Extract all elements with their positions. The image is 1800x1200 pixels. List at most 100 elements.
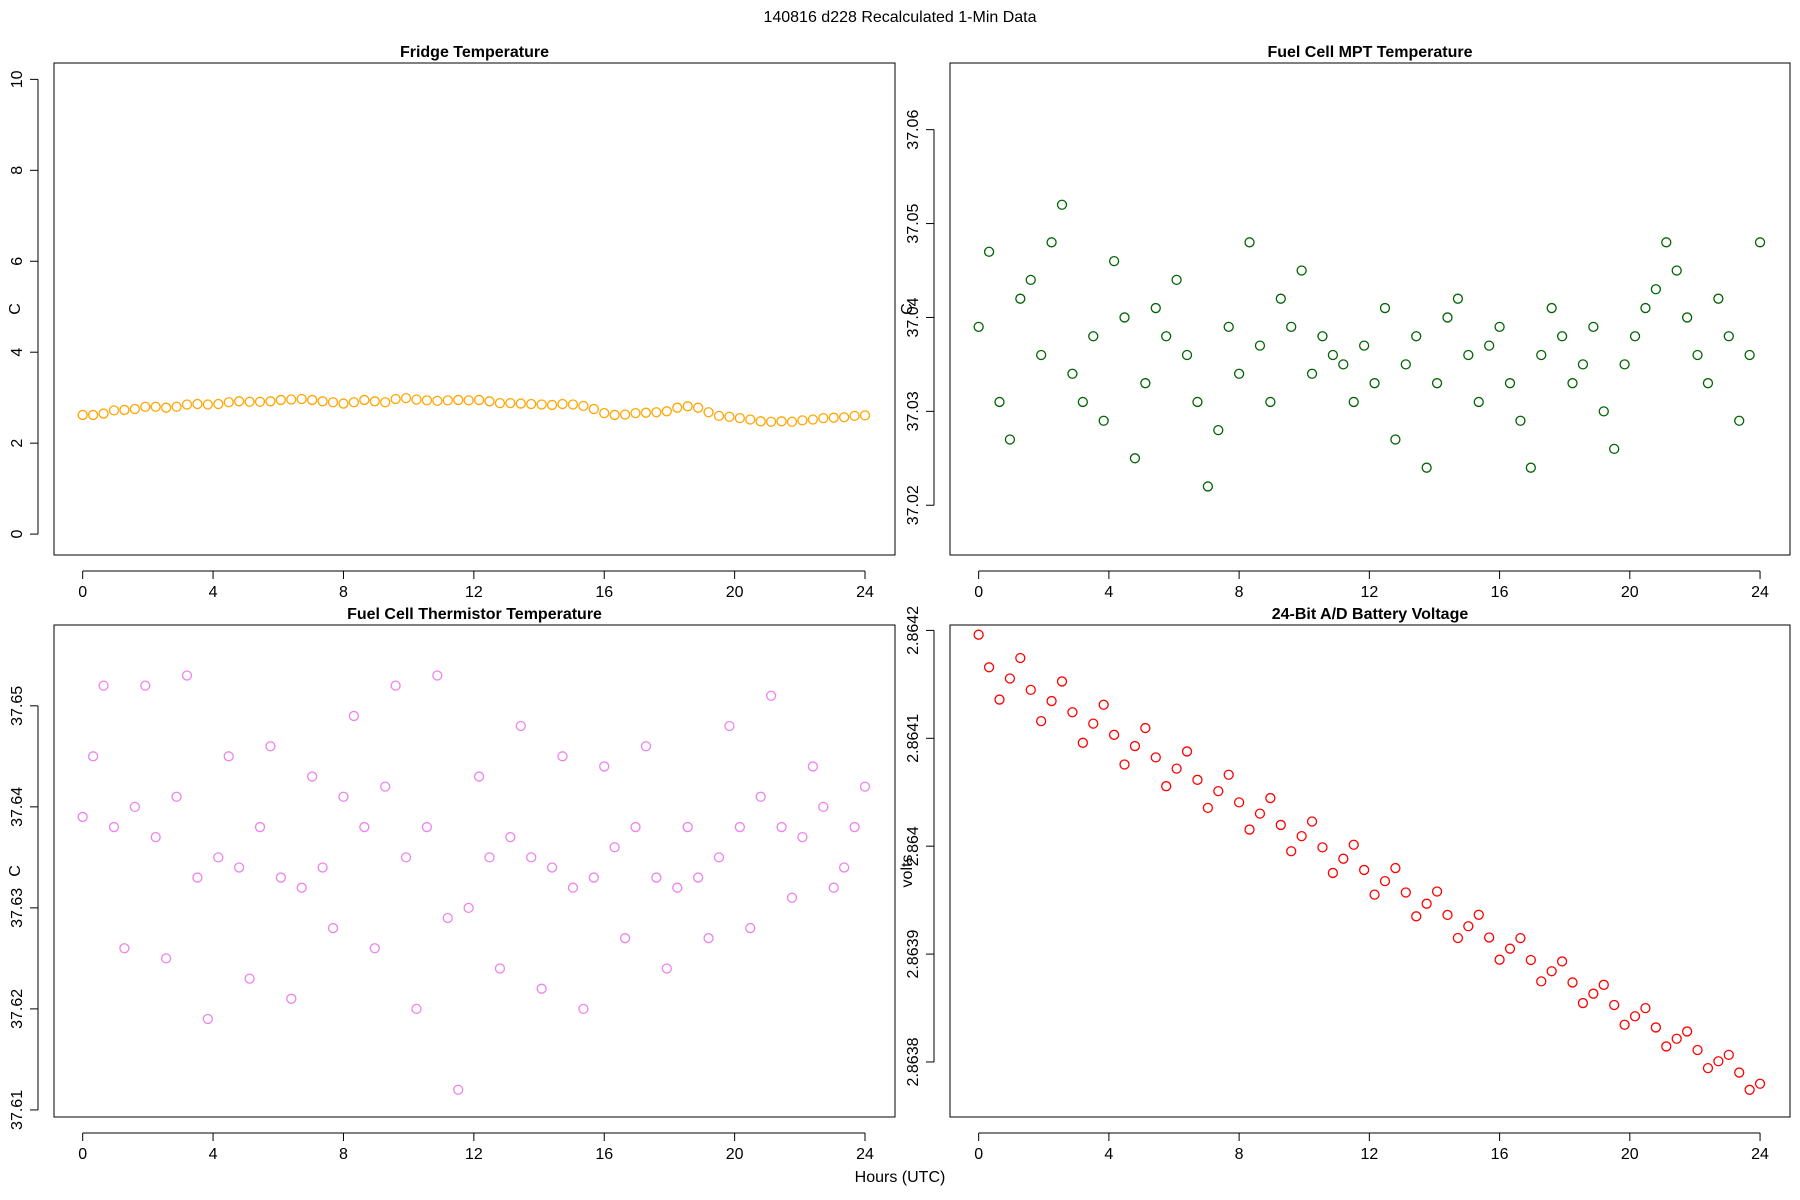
- point: [703, 933, 714, 944]
- point: [567, 882, 579, 893]
- point: [1119, 759, 1130, 770]
- y-axis-label: volts: [899, 855, 916, 888]
- point: [1504, 943, 1516, 954]
- point: [640, 741, 652, 752]
- point: [786, 416, 798, 427]
- point: [1411, 331, 1422, 342]
- point: [755, 791, 766, 802]
- plot-frame: [53, 62, 896, 556]
- point: [745, 414, 756, 425]
- point: [192, 872, 203, 883]
- y-tick-label: 37.64: [9, 787, 26, 827]
- point: [588, 403, 599, 415]
- point: [1598, 979, 1609, 990]
- x-tick-label: 16: [1491, 1146, 1509, 1163]
- point: [672, 402, 683, 413]
- x-tick-label: 4: [209, 584, 218, 601]
- x-tick-label: 24: [856, 584, 874, 601]
- point: [1327, 349, 1339, 361]
- x-tick-label: 12: [465, 584, 483, 601]
- point: [202, 1013, 214, 1025]
- point: [1546, 966, 1557, 977]
- point: [786, 892, 798, 903]
- point: [1046, 237, 1057, 248]
- point: [724, 411, 735, 422]
- point: [1515, 932, 1526, 944]
- point: [609, 409, 620, 421]
- x-tick-label: 12: [1360, 1146, 1378, 1163]
- x-tick-label: 24: [856, 1146, 874, 1163]
- point: [1358, 864, 1370, 876]
- point: [400, 392, 412, 404]
- chart-title: Fridge Temperature: [400, 44, 549, 61]
- point: [1129, 740, 1141, 752]
- point: [275, 872, 287, 883]
- point: [672, 882, 683, 893]
- point: [1713, 293, 1724, 304]
- point: [265, 741, 276, 752]
- point: [838, 862, 850, 873]
- y-tick-label: 37.63: [9, 888, 26, 928]
- point: [223, 397, 234, 408]
- point: [463, 902, 474, 914]
- point: [1723, 331, 1734, 342]
- point: [1650, 284, 1662, 295]
- point: [275, 394, 287, 406]
- x-tick-label: 0: [78, 584, 87, 601]
- point: [98, 408, 109, 419]
- point: [1004, 673, 1016, 684]
- point: [1504, 378, 1516, 389]
- point: [150, 832, 161, 843]
- point: [1338, 853, 1349, 864]
- y-tick-label: 2.8642: [905, 606, 922, 655]
- point: [1650, 1022, 1662, 1033]
- x-tick-label: 0: [78, 1146, 87, 1163]
- point: [859, 410, 871, 421]
- point: [286, 993, 297, 1004]
- point: [1046, 695, 1057, 707]
- point: [1171, 763, 1182, 774]
- point: [557, 398, 568, 410]
- point: [1223, 321, 1234, 332]
- point: [1015, 293, 1026, 304]
- point: [1067, 707, 1078, 718]
- point: [765, 690, 777, 701]
- point: [1181, 746, 1193, 757]
- point: [1338, 359, 1349, 370]
- point: [536, 983, 547, 994]
- point: [265, 396, 276, 407]
- point: [171, 791, 182, 802]
- point: [432, 670, 443, 681]
- point: [973, 321, 984, 332]
- point: [369, 943, 380, 954]
- point: [327, 922, 339, 934]
- point: [692, 872, 704, 883]
- point: [828, 412, 839, 423]
- point: [1275, 819, 1286, 831]
- point: [1036, 715, 1047, 727]
- point: [1296, 831, 1307, 842]
- point: [213, 852, 224, 863]
- point: [1254, 340, 1266, 351]
- point: [254, 396, 266, 407]
- point: [484, 852, 495, 863]
- point: [359, 394, 370, 406]
- point: [1640, 1002, 1651, 1014]
- point: [1140, 722, 1151, 734]
- point: [567, 399, 579, 410]
- point: [327, 397, 339, 408]
- point: [87, 409, 99, 421]
- point: [317, 862, 328, 873]
- point: [1119, 312, 1130, 323]
- point: [973, 629, 984, 640]
- point: [432, 395, 443, 407]
- point: [588, 872, 599, 883]
- point: [390, 393, 401, 405]
- point: [578, 400, 589, 412]
- point: [734, 412, 745, 424]
- point: [849, 410, 860, 422]
- point: [1140, 378, 1151, 389]
- point: [1233, 797, 1245, 808]
- point: [244, 396, 255, 407]
